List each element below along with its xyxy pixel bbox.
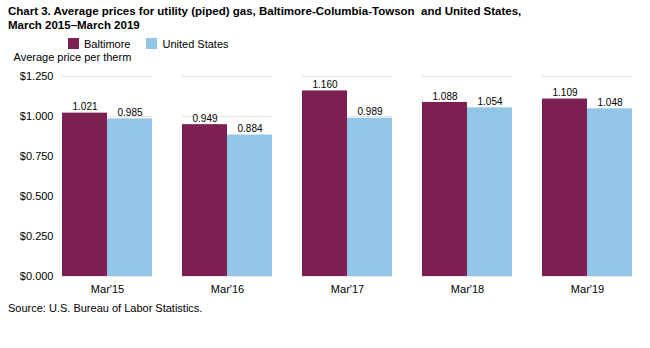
svg-text:Average price per therm: Average price per therm	[14, 51, 132, 63]
svg-text:0.949: 0.949	[192, 113, 217, 124]
svg-text:Mar'17: Mar'17	[331, 283, 364, 295]
html-text:March 2015–March 2019: March 2015–March 2019	[8, 19, 140, 31]
svg-text:$0.750: $0.750	[20, 150, 54, 162]
html-text:Baltimore: Baltimore	[84, 38, 131, 50]
html-text:Chart 3. Average prices for ut: Chart 3. Average prices for utility (pip…	[8, 5, 522, 17]
svg-text:Mar'19: Mar'19	[571, 283, 604, 295]
svg-text:1.160: 1.160	[312, 79, 337, 90]
svg-text:$0.250: $0.250	[20, 230, 54, 242]
svg-text:1.048: 1.048	[597, 97, 622, 108]
svg-text:Mar'16: Mar'16	[211, 283, 244, 295]
svg-text:1.054: 1.054	[477, 96, 502, 107]
svg-text:Mar'15: Mar'15	[91, 283, 124, 295]
svg-text:0.884: 0.884	[237, 123, 262, 134]
svg-text:Mar'18: Mar'18	[451, 283, 484, 295]
svg-text:1.021: 1.021	[72, 101, 97, 112]
svg-text:0.989: 0.989	[357, 106, 382, 117]
svg-text:$1.000: $1.000	[20, 110, 54, 122]
svg-text:1.109: 1.109	[552, 87, 577, 98]
svg-text:1.088: 1.088	[432, 91, 457, 102]
html-text:Source: U.S. Bureau of Labor S: Source: U.S. Bureau of Labor Statistics.	[8, 302, 203, 314]
html-text:United States: United States	[162, 38, 229, 50]
svg-text:$1.250: $1.250	[20, 70, 54, 82]
svg-text:0.985: 0.985	[117, 107, 142, 118]
svg-text:$0.500: $0.500	[20, 190, 54, 202]
svg-text:$0.000: $0.000	[20, 270, 54, 282]
